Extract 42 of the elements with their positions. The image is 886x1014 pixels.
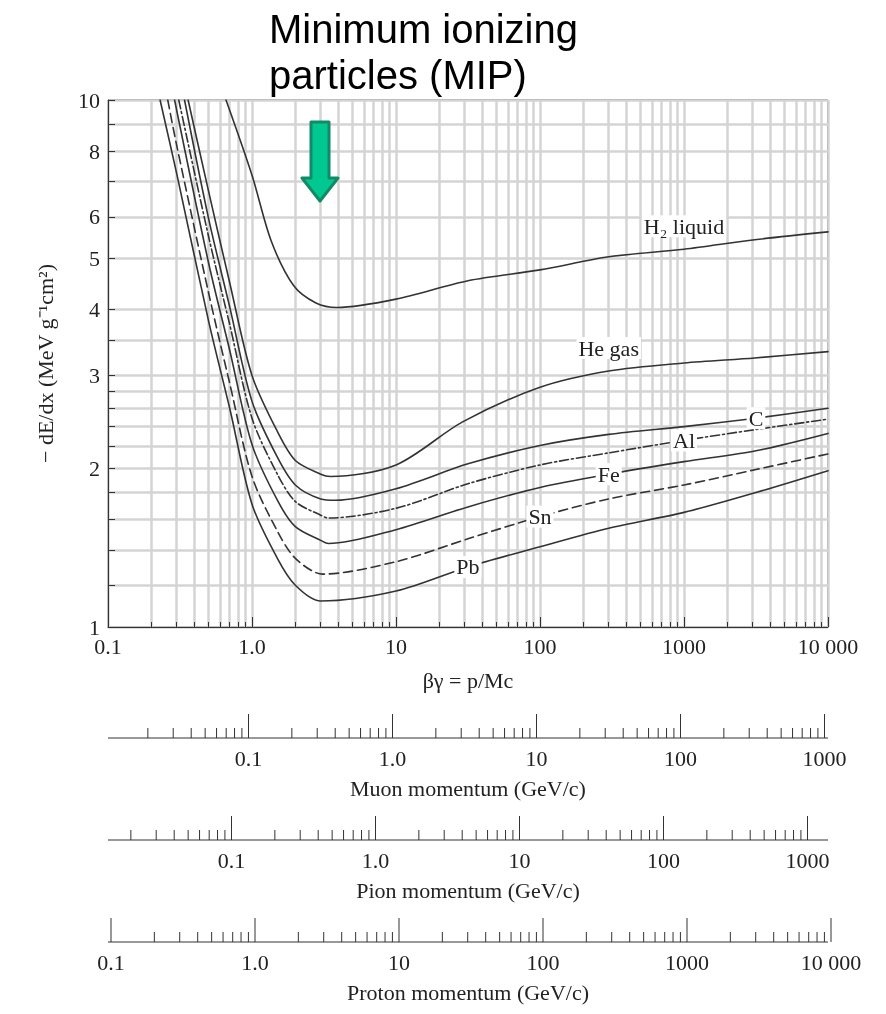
series-label: Pb	[456, 554, 480, 580]
x-tick-label: 1.0	[238, 633, 266, 659]
y-tick-label: 5	[89, 246, 100, 272]
y-tick-label: 3	[89, 363, 100, 389]
text: 0.1	[217, 848, 246, 873]
x-tick-label: 1000	[662, 633, 706, 659]
text: 0.1	[97, 950, 125, 975]
text: 100	[647, 848, 680, 873]
y-tick-label: 6	[89, 204, 100, 230]
text: 0.1	[234, 746, 263, 771]
text: 1000	[665, 950, 709, 975]
y-axis-title: − dE/dx (MeV g⁻¹cm²)	[32, 264, 58, 463]
text: 1.0	[241, 950, 269, 975]
x-tick-label: 10	[385, 633, 407, 659]
text: 10	[525, 746, 548, 771]
series-label: Al	[673, 427, 695, 453]
y-tick-label: 10	[78, 87, 100, 113]
text: Muon momentum (GeV/c)	[350, 776, 586, 801]
text: Minimum ionizing particles (MIP)	[269, 7, 590, 97]
text: 10	[508, 848, 531, 873]
text: Proton momentum (GeV/c)	[347, 980, 589, 1005]
series-label: He gas	[578, 335, 639, 361]
text: 100	[526, 950, 560, 975]
text: 1.0	[378, 746, 407, 771]
series-label: H₂ liquid	[643, 213, 725, 239]
y-tick-label: 4	[89, 297, 100, 323]
series-label: C	[748, 405, 764, 431]
text: Pion momentum (GeV/c)	[356, 878, 580, 903]
y-tick-label: 8	[89, 138, 100, 164]
text: 10	[388, 950, 410, 975]
x-tick-label: 10 000	[797, 633, 859, 659]
text: 1.0	[361, 848, 390, 873]
series-label: Sn	[528, 504, 552, 530]
x-tick-label: 100	[523, 633, 557, 659]
text: 100	[664, 746, 697, 771]
series-label: Fe	[597, 461, 620, 487]
text: 10 000	[800, 950, 862, 975]
text: 1000	[802, 746, 847, 771]
x-axis-title: βγ = p/Mc	[422, 667, 514, 693]
y-tick-label: 1	[89, 614, 100, 640]
y-tick-label: 2	[89, 455, 100, 481]
text: 1000	[785, 848, 830, 873]
